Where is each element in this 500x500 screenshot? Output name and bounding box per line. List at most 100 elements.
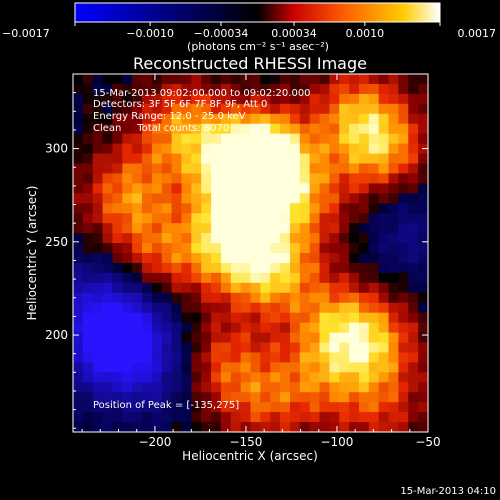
heatmap-cell bbox=[388, 412, 400, 423]
heatmap-cell bbox=[132, 173, 143, 184]
heatmap-cell bbox=[230, 292, 242, 304]
heatmap-cell bbox=[92, 392, 104, 403]
heatmap-cell bbox=[339, 412, 350, 423]
heatmap-cell bbox=[250, 103, 261, 115]
heatmap-cell bbox=[151, 83, 163, 95]
heatmap-cell bbox=[211, 223, 222, 234]
heatmap-cell bbox=[250, 233, 261, 244]
heatmap-cell bbox=[368, 312, 380, 324]
heatmap-cell bbox=[220, 402, 232, 413]
heatmap-cell bbox=[82, 143, 94, 155]
heatmap-cell bbox=[329, 183, 340, 194]
heatmap-cell bbox=[280, 282, 291, 294]
heatmap-cell bbox=[191, 153, 202, 165]
heatmap-cell bbox=[339, 292, 350, 304]
heatmap-cell bbox=[92, 422, 104, 433]
heatmap-cell bbox=[191, 183, 202, 194]
heatmap-cell bbox=[211, 332, 222, 344]
heatmap-cell bbox=[102, 173, 114, 184]
heatmap-cell bbox=[122, 113, 133, 125]
heatmap-cell bbox=[211, 183, 222, 194]
heatmap-cell bbox=[299, 272, 311, 284]
heatmap-cell bbox=[378, 203, 390, 214]
heatmap-cell bbox=[132, 183, 143, 194]
heatmap-cell bbox=[299, 203, 311, 214]
heatmap-cell bbox=[329, 352, 340, 363]
heatmap-cell bbox=[388, 113, 400, 125]
heatmap-cell bbox=[398, 402, 409, 413]
heatmap-cell bbox=[240, 322, 252, 334]
heatmap-cell bbox=[309, 412, 321, 423]
heatmap-cell bbox=[260, 362, 271, 373]
heatmap-cell bbox=[73, 123, 84, 135]
heatmap-cell bbox=[250, 282, 261, 294]
heatmap-cell bbox=[260, 372, 271, 383]
heatmap-cell bbox=[230, 223, 242, 234]
heatmap-cell bbox=[280, 223, 291, 234]
heatmap-cell bbox=[171, 123, 183, 135]
heatmap-cell bbox=[73, 332, 84, 344]
heatmap-cell bbox=[92, 133, 104, 145]
heatmap-cell bbox=[142, 223, 153, 234]
peak-position-label: Position of Peak = [-135,275] bbox=[93, 400, 239, 411]
heatmap-cell bbox=[378, 173, 390, 184]
heatmap-cell bbox=[368, 213, 380, 224]
heatmap-cell bbox=[250, 74, 261, 85]
heatmap-cell bbox=[378, 412, 390, 423]
heatmap-cell bbox=[230, 412, 242, 423]
heatmap-cell bbox=[368, 362, 380, 373]
heatmap-cell bbox=[299, 74, 311, 85]
heatmap-cell bbox=[358, 372, 370, 383]
heatmap-cell bbox=[92, 412, 104, 423]
heatmap-cell bbox=[289, 262, 301, 274]
heatmap-cell bbox=[151, 253, 163, 264]
heatmap-cell bbox=[388, 422, 400, 433]
heatmap-cell bbox=[339, 392, 350, 403]
heatmap-cell bbox=[73, 83, 84, 95]
heatmap-cell bbox=[142, 103, 153, 115]
heatmap-cell bbox=[280, 312, 291, 324]
heatmap-cell bbox=[408, 392, 419, 403]
heatmap-cell bbox=[73, 292, 84, 304]
heatmap-cell bbox=[358, 123, 370, 135]
heatmap-cell bbox=[388, 193, 400, 204]
heatmap-cell bbox=[358, 332, 370, 344]
heatmap-cell bbox=[408, 153, 419, 165]
heatmap-cell bbox=[368, 143, 380, 155]
heatmap-cell bbox=[132, 163, 143, 175]
heatmap-cell bbox=[122, 193, 133, 204]
heatmap-cell bbox=[270, 312, 281, 324]
heatmap-cell bbox=[112, 133, 123, 145]
heatmap-cell bbox=[368, 422, 380, 433]
heatmap-cell bbox=[92, 352, 104, 363]
heatmap-cell bbox=[161, 302, 173, 314]
heatmap-cell bbox=[339, 372, 350, 383]
heatmap-cell bbox=[339, 282, 350, 294]
heatmap-cell bbox=[171, 183, 183, 194]
heatmap-cell bbox=[142, 74, 153, 85]
heatmap-cell bbox=[181, 253, 192, 264]
heatmap-cell bbox=[408, 113, 419, 125]
heatmap-cell bbox=[339, 193, 350, 204]
heatmap-cell bbox=[73, 183, 84, 194]
heatmap-cell bbox=[240, 352, 252, 363]
heatmap-cell bbox=[240, 153, 252, 165]
heatmap-cell bbox=[270, 272, 281, 284]
heatmap-cell bbox=[388, 302, 400, 314]
heatmap-cell bbox=[280, 74, 291, 85]
heatmap-cell bbox=[201, 113, 212, 125]
heatmap-cell bbox=[82, 382, 94, 393]
heatmap-cell bbox=[151, 74, 163, 85]
heatmap-cell bbox=[260, 382, 271, 393]
heatmap-cell bbox=[299, 382, 311, 393]
heatmap-cell bbox=[260, 133, 271, 145]
heatmap-cell bbox=[349, 302, 360, 314]
heatmap-cell bbox=[230, 332, 242, 344]
heatmap-cell bbox=[408, 203, 419, 214]
heatmap-cell bbox=[349, 422, 360, 433]
colorbar-tick-label: −0.00034 bbox=[194, 27, 249, 40]
heatmap-cell bbox=[151, 342, 163, 354]
heatmap-cell bbox=[349, 233, 360, 244]
heatmap-cell bbox=[112, 213, 123, 224]
heatmap-cell bbox=[112, 113, 123, 125]
